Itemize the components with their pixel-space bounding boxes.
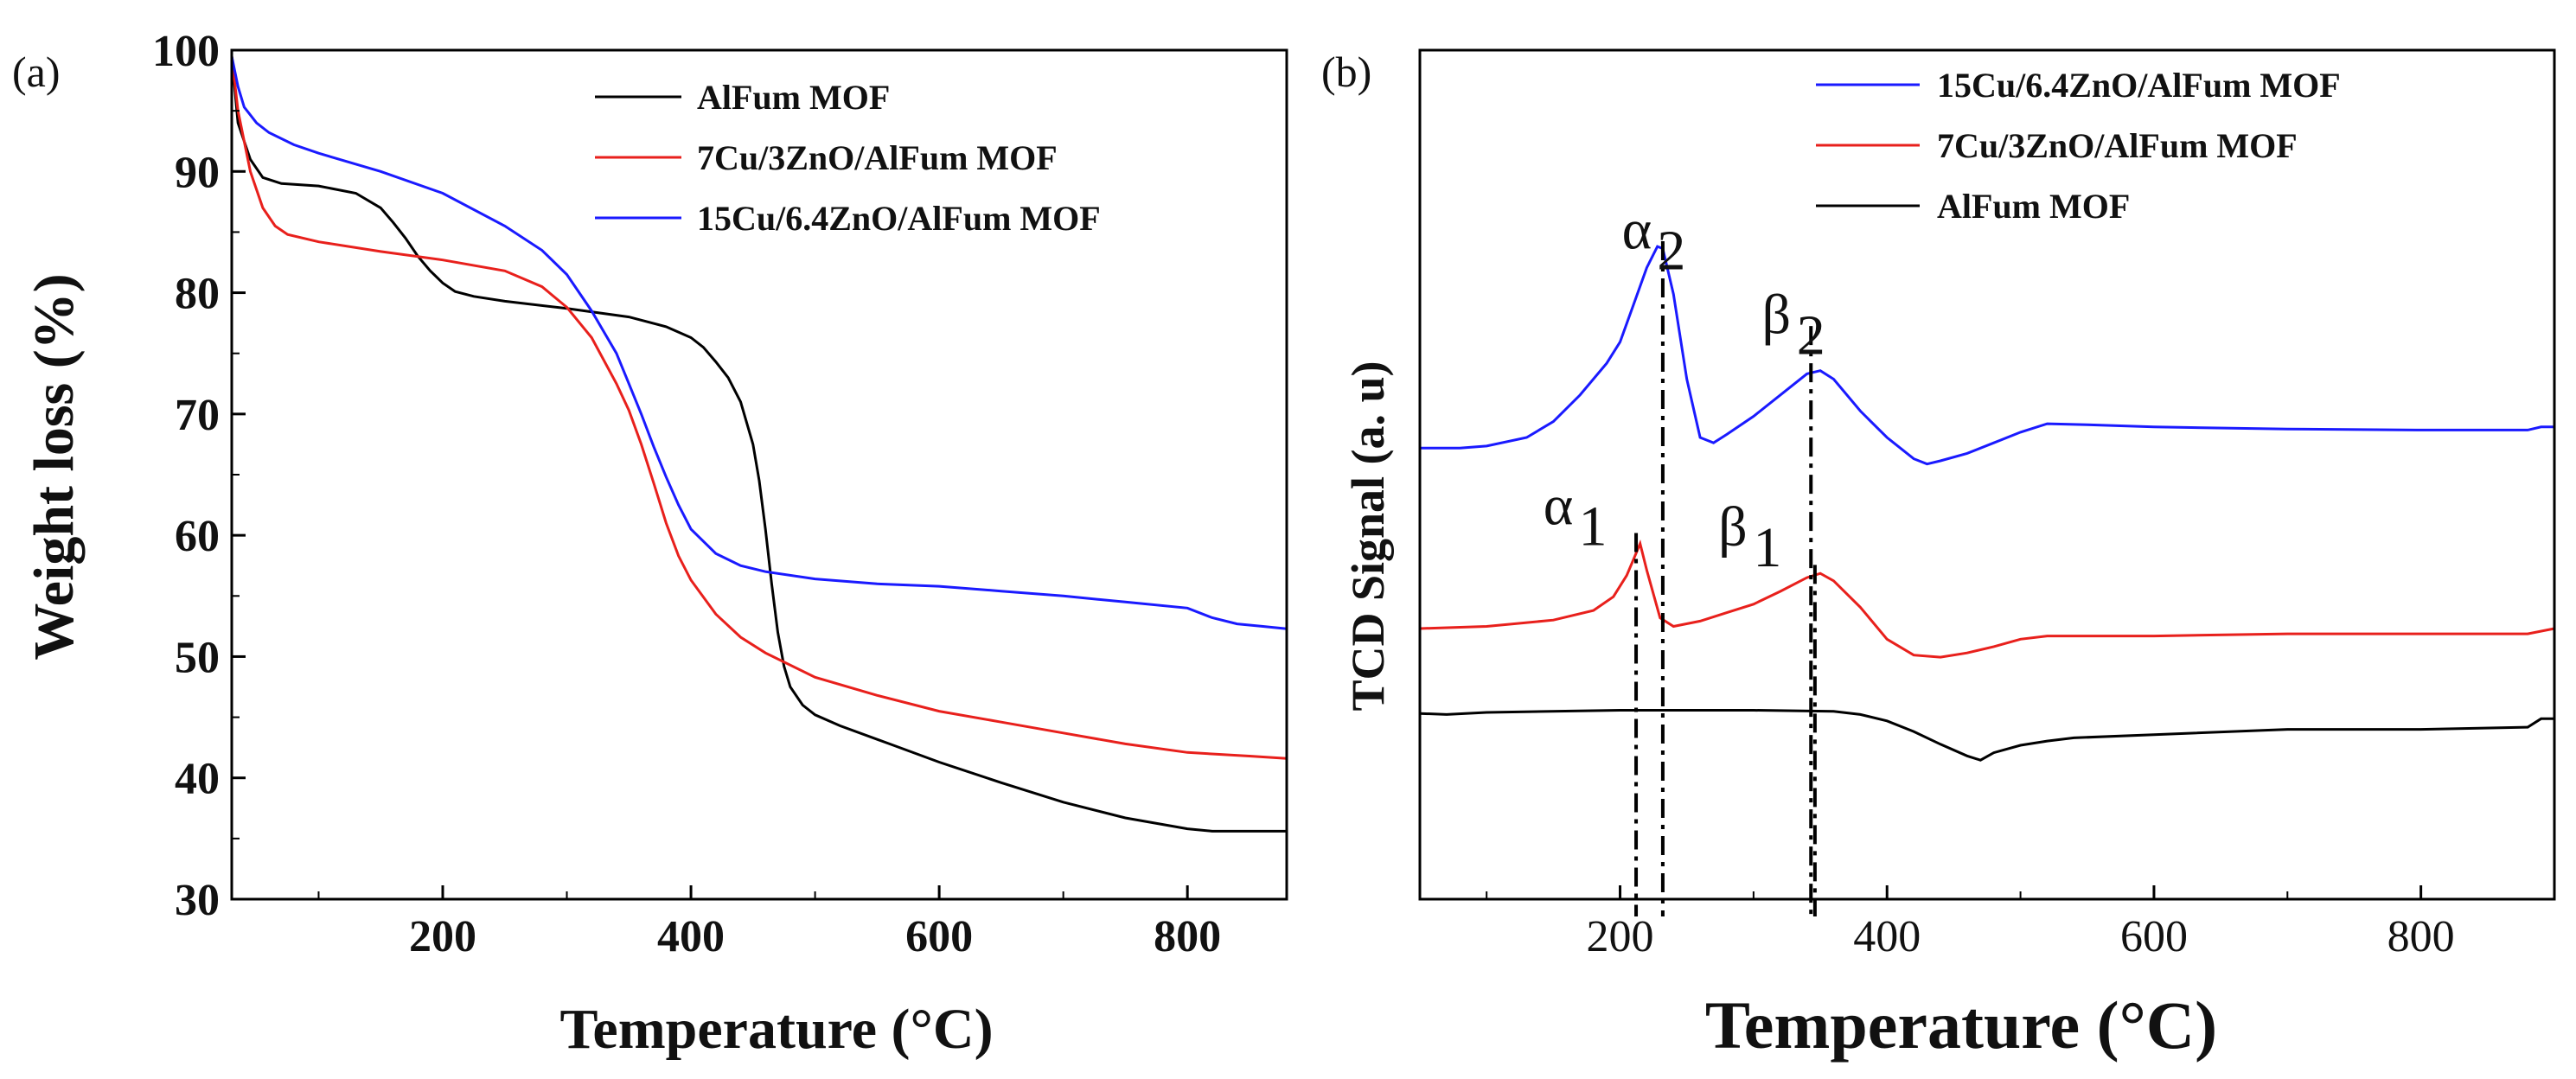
panel-b-peak-label-3: α <box>1544 475 1574 538</box>
panel-b-axes-frame <box>1418 48 2556 901</box>
panel-b-series-line-1 <box>1420 245 2554 466</box>
panel-a-x-tick-label: 600 <box>905 912 973 961</box>
panel-b-legend-label-2: 7Cu/3ZnO/AlFum MOF <box>1937 126 2298 165</box>
panel-a-y-tick-label: 80 <box>175 270 220 319</box>
panel-a: (a) 200 400 600 800 30 40 50 60 70 80 90 100 Temper… <box>12 27 1288 1061</box>
panel-a-y-tick-label: 90 <box>175 148 220 197</box>
panel-b-peak-subscript-1: 2 <box>1657 220 1685 283</box>
panel-a-y-tick-label: 40 <box>175 755 220 804</box>
panel-b-series-line-3 <box>1419 709 2554 762</box>
panel-a-x-tick-label: 400 <box>657 912 725 961</box>
panel-a-x-axis-title: Temperature (°C) <box>559 998 993 1061</box>
panel-a-y-tick-label: 70 <box>175 391 220 440</box>
panel-b-label: (b) <box>1321 48 1371 96</box>
panel-a-x-tick-label: 200 <box>409 912 476 961</box>
panel-b-x-tick-label: 200 <box>1587 912 1654 961</box>
panel-a-legend-label-3: 15Cu/6.4ZnO/AlFum MOF <box>697 199 1101 238</box>
panel-b-legend-label-3: AlFum MOF <box>1937 187 2130 226</box>
panel-b-series-line-2 <box>1419 540 2555 659</box>
panel-b-x-tick-label: 800 <box>2387 912 2455 961</box>
panel-a-y-tick-label: 30 <box>175 876 220 925</box>
panel-a-series-line-3 <box>230 55 1288 630</box>
panel-a-y-tick-label: 50 <box>175 633 220 682</box>
panel-b-peak-subscript-4: 1 <box>1753 516 1781 579</box>
panel-b-peak-label-1: α <box>1622 199 1652 262</box>
panel-b-peak-label-4: β <box>1718 495 1748 559</box>
panel-a-y-tick-label: 100 <box>152 27 220 76</box>
panel-b-peak-label-2: β <box>1761 284 1791 347</box>
panel-a-legend-label-1: AlFum MOF <box>697 78 890 117</box>
panel-b-peak-annotations: α 2β 2α 1 β 1 <box>1544 199 1825 916</box>
panel-b-y-axis-title: TCD Signal (a. u) <box>1342 361 1394 711</box>
panel-b-peak-subscript-3: 1 <box>1579 495 1608 559</box>
panel-b: (b) 200 400 600 800 Temperature (°C) TCD Si… <box>1321 48 2556 1063</box>
panel-a-legend-label-2: 7Cu/3ZnO/AlFum MOF <box>697 138 1058 177</box>
panel-a-ticks: 200 400 600 800 30 40 50 60 70 80 90 100 <box>152 27 1221 961</box>
panel-b-x-tick-label: 400 <box>1853 912 1921 961</box>
panel-b-plot-area <box>1418 48 2556 901</box>
panel-a-series-line-1 <box>230 55 1287 833</box>
panel-a-legend: AlFum MOF 7Cu/3ZnO/AlFum MOF 15Cu/6.4ZnO/A… <box>595 78 1101 238</box>
panel-b-ticks: 200 400 600 800 <box>1486 885 2455 961</box>
panel-a-series-line-2 <box>230 55 1288 760</box>
panel-b-legend: 15Cu/6.4ZnO/AlFum MOF 7Cu/3ZnO/AlFum MOF A… <box>1816 66 2341 226</box>
panel-b-x-tick-label: 600 <box>2120 912 2188 961</box>
panel-a-label: (a) <box>12 48 61 96</box>
panel-a-y-tick-label: 60 <box>175 512 220 561</box>
panel-b-legend-label-1: 15Cu/6.4ZnO/AlFum MOF <box>1937 66 2341 105</box>
panel-b-x-axis-title: Temperature (°C) <box>1705 987 2217 1063</box>
panel-a-x-tick-label: 800 <box>1154 912 1221 961</box>
panel-b-peak-subscript-2: 2 <box>1797 304 1825 367</box>
panel-a-y-axis-title: Weight loss (%) <box>22 273 86 660</box>
